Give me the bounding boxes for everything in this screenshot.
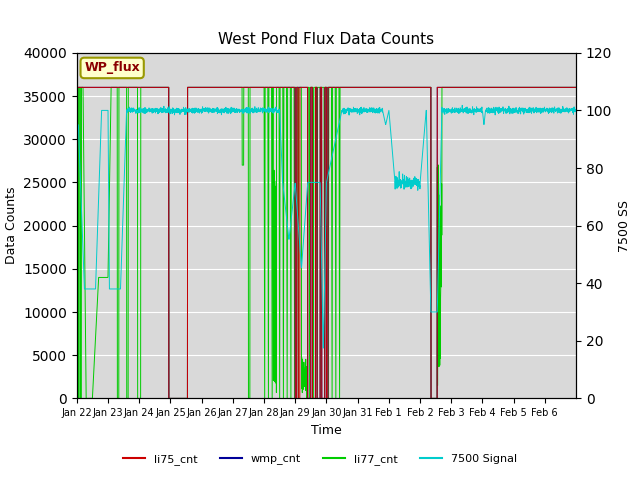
li75_cnt	[496, 84, 504, 90]
li77_cnt	[175, 396, 183, 401]
li77_cnt	[434, 338, 442, 344]
Y-axis label: 7500 SS: 7500 SS	[618, 200, 630, 252]
7500 Signal	[466, 109, 474, 115]
li77_cnt	[74, 396, 82, 401]
wmp_cnt	[466, 84, 474, 90]
li75_cnt	[466, 84, 474, 90]
wmp_cnt	[73, 84, 81, 90]
wmp_cnt	[175, 396, 183, 401]
li75_cnt	[572, 84, 580, 90]
7500 Signal	[434, 275, 442, 280]
Y-axis label: Data Counts: Data Counts	[4, 187, 18, 264]
7500 Signal	[390, 168, 398, 174]
wmp_cnt	[390, 84, 398, 90]
7500 Signal	[319, 345, 327, 351]
li77_cnt	[566, 84, 574, 90]
7500 Signal	[496, 108, 504, 114]
li75_cnt	[73, 84, 81, 90]
li75_cnt	[566, 84, 574, 90]
7500 Signal	[572, 107, 580, 113]
wmp_cnt	[165, 396, 173, 401]
wmp_cnt	[572, 84, 580, 90]
li75_cnt	[434, 84, 442, 90]
Text: WP_flux: WP_flux	[84, 61, 140, 74]
li75_cnt	[165, 396, 173, 401]
7500 Signal	[175, 110, 183, 116]
X-axis label: Time: Time	[311, 424, 342, 437]
wmp_cnt	[496, 84, 504, 90]
li77_cnt	[572, 84, 580, 90]
Legend: li75_cnt, wmp_cnt, li77_cnt, 7500 Signal: li75_cnt, wmp_cnt, li77_cnt, 7500 Signal	[118, 450, 522, 469]
li77_cnt	[390, 84, 398, 90]
wmp_cnt	[566, 84, 574, 90]
li77_cnt	[73, 84, 81, 90]
li77_cnt	[466, 84, 474, 90]
li75_cnt	[175, 396, 183, 401]
Line: 7500 Signal: 7500 Signal	[77, 105, 576, 348]
Title: West Pond Flux Data Counts: West Pond Flux Data Counts	[218, 33, 435, 48]
Line: wmp_cnt: wmp_cnt	[77, 87, 576, 398]
7500 Signal	[567, 107, 575, 113]
li77_cnt	[496, 84, 504, 90]
Line: li75_cnt: li75_cnt	[77, 87, 576, 398]
Line: li77_cnt: li77_cnt	[77, 87, 576, 398]
li75_cnt	[390, 84, 398, 90]
wmp_cnt	[434, 84, 442, 90]
7500 Signal	[73, 122, 81, 128]
7500 Signal	[458, 102, 466, 108]
